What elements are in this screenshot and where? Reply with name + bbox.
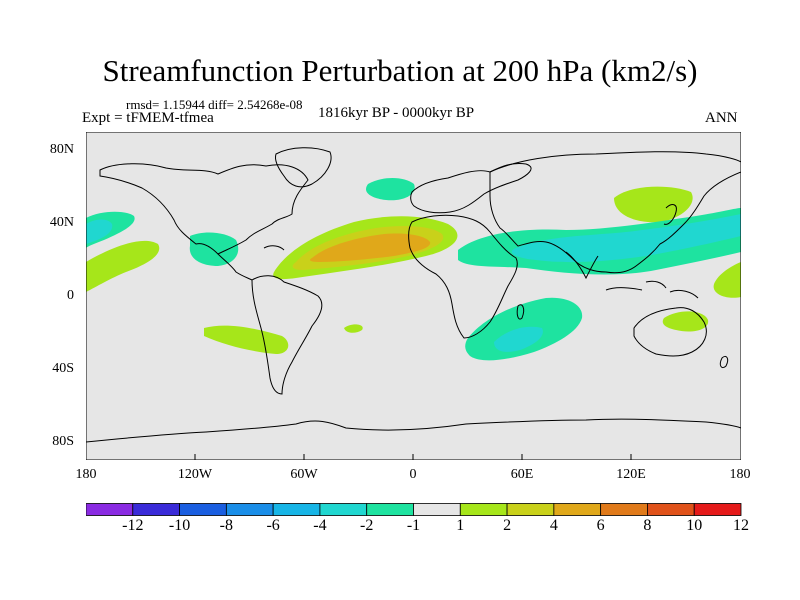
- colorbar-swatch: [693, 503, 742, 516]
- indonesia-coast: [605, 280, 699, 299]
- south-indian-trough: [494, 326, 543, 352]
- map-panel: [86, 132, 741, 460]
- australia-coast: [633, 307, 707, 357]
- north-america-coast: [99, 163, 309, 255]
- plot-title: Streamfunction Perturbation at 200 hPa (…: [102, 53, 698, 88]
- central-america-coast: [217, 253, 253, 281]
- map-background: [86, 132, 741, 460]
- lat-label-80s: 80S: [52, 434, 74, 449]
- colorbar-swatch: [647, 503, 695, 516]
- south-america-coast: [251, 275, 323, 395]
- colorbar-label: 4: [549, 517, 558, 534]
- colorbar-swatch: [553, 503, 602, 516]
- lat-label-40s: 40S: [52, 361, 74, 376]
- north-atlantic-high: [310, 233, 431, 262]
- india-coast: [565, 251, 599, 280]
- lon-label-180e: 180: [729, 467, 751, 482]
- madagascar-coast: [516, 304, 525, 320]
- colorbar-label: -1: [406, 517, 421, 534]
- colorbar-label: 10: [686, 517, 703, 534]
- lon-label-0: 0: [409, 467, 417, 482]
- lon-label-60w: 60W: [290, 467, 318, 482]
- africa-coast: [408, 214, 518, 339]
- period-label: 1816kyr BP - 0000kyr BP: [318, 105, 475, 121]
- colorbar-label: 6: [596, 517, 605, 534]
- asia-coast: [489, 151, 741, 274]
- south-atlantic-ridge: [344, 324, 363, 333]
- colorbar-swatch: [600, 503, 648, 516]
- colorbar-label: 1: [456, 517, 465, 534]
- colorbar-label: 12: [733, 517, 749, 534]
- coastlines: [86, 147, 741, 443]
- colorbar-swatch: [272, 503, 321, 516]
- axis-ticks: [194, 454, 632, 460]
- colorbar-swatch: [132, 503, 180, 516]
- colorbar-label: 2: [503, 517, 512, 534]
- lon-label-180w: 180: [75, 467, 97, 482]
- lat-label-80n: 80N: [49, 142, 74, 157]
- lon-label-60e: 60E: [510, 467, 534, 482]
- south-pacific-ridge: [204, 325, 289, 354]
- colorbar-swatch: [506, 503, 555, 516]
- lon-label-120w: 120W: [177, 467, 213, 482]
- pacific-edge-ridge: [713, 262, 741, 298]
- new-zealand-coast: [719, 355, 729, 369]
- central-pacific-ridge: [86, 240, 160, 292]
- caribbean-coast: [263, 245, 285, 251]
- australia-ridge: [662, 311, 709, 332]
- colorbar-label: -4: [313, 517, 327, 534]
- colorbar-swatch: [86, 503, 134, 516]
- colorbar-swatch: [459, 503, 508, 516]
- colorbar-label: -8: [219, 517, 234, 534]
- colorbar: [86, 503, 742, 516]
- colorbar-swatch: [366, 503, 414, 516]
- lat-label-40n: 40N: [49, 215, 74, 230]
- colorbar-label: 8: [643, 517, 652, 534]
- antarctica-coast: [86, 418, 741, 443]
- stats-text: rmsd= 1.15944 diff= 2.54268e-08: [126, 97, 303, 112]
- lon-label-120e: 120E: [616, 467, 646, 482]
- japan-coast: [663, 204, 677, 225]
- europe-coast: [410, 163, 532, 214]
- greenland-coast: [275, 147, 332, 188]
- negative-anomalies-core: [86, 214, 741, 352]
- colorbar-label: -10: [168, 517, 191, 534]
- colorbar-swatch: [319, 503, 368, 516]
- season-label: ANN: [705, 110, 738, 126]
- gulf-mexico-trough: [189, 232, 239, 266]
- colorbar-swatch: [413, 503, 461, 516]
- experiment-label: Expt = tFMEM-tfmea: [82, 110, 214, 126]
- east-pacific-trough: [86, 219, 113, 244]
- colorbar-swatch: [179, 503, 227, 516]
- europe-trough: [366, 178, 415, 201]
- colorbar-label: -12: [122, 517, 144, 534]
- asia-pacific-trough: [511, 214, 741, 263]
- lat-label-0: 0: [67, 288, 74, 303]
- colorbar-swatch: [225, 503, 274, 516]
- colorbar-label: -2: [360, 517, 374, 534]
- east-asia-ridge: [614, 186, 693, 223]
- colorbar-label: -6: [266, 517, 280, 534]
